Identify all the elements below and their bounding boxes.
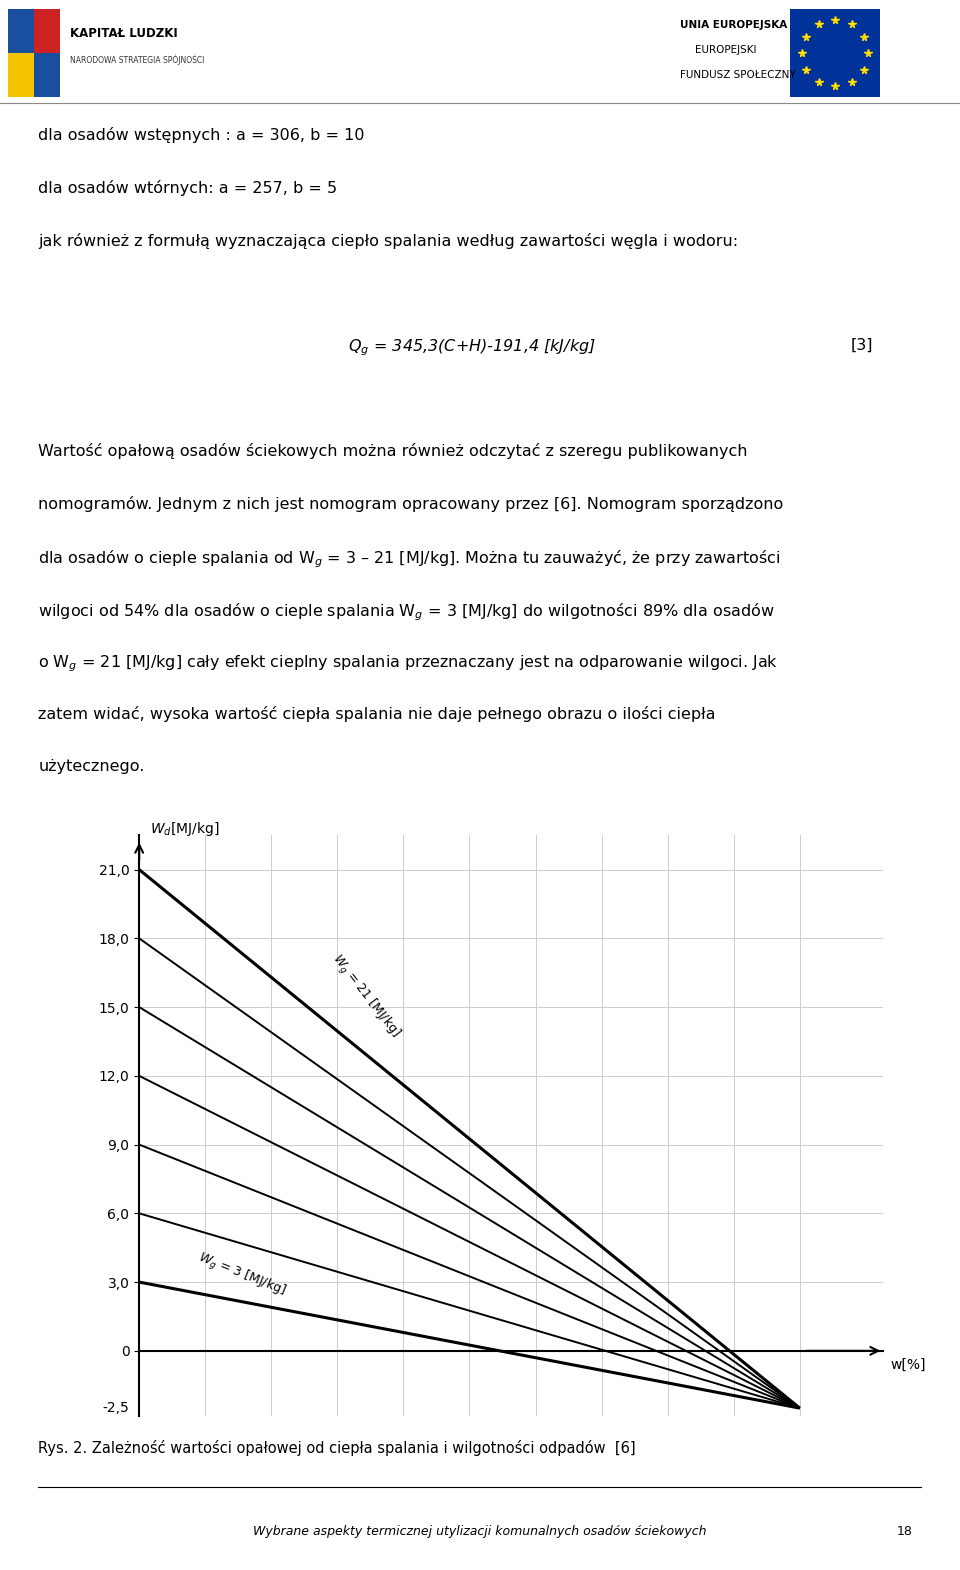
Text: [3]: [3] bbox=[851, 338, 874, 353]
Text: jak również z formułą wyznaczająca ciepło spalania według zawartości węgla i wod: jak również z formułą wyznaczająca ciepł… bbox=[38, 232, 738, 248]
Text: zatem widać, wysoka wartość ciepła spalania nie daje pełnego obrazu o ilości cie: zatem widać, wysoka wartość ciepła spala… bbox=[38, 706, 716, 722]
Text: wilgoci od 54% dla osadów o cieple spalania W$_g$ = 3 [MJ/kg] do wilgotności 89%: wilgoci od 54% dla osadów o cieple spala… bbox=[38, 601, 775, 623]
Text: nomogramów. Jednym z nich jest nomogram opracowany przez [6]. Nomogram sporządzo: nomogramów. Jednym z nich jest nomogram … bbox=[38, 496, 783, 512]
Text: dla osadów o cieple spalania od W$_g$ = 3 – 21 [MJ/kg]. Można tu zauważyć, że pr: dla osadów o cieple spalania od W$_g$ = … bbox=[38, 548, 780, 570]
Text: $W_g$ = 21 [MJ/kg]: $W_g$ = 21 [MJ/kg] bbox=[327, 951, 403, 1041]
Text: $W_d$[MJ/kg]: $W_d$[MJ/kg] bbox=[150, 820, 219, 837]
FancyBboxPatch shape bbox=[8, 9, 60, 97]
Text: dla osadów wstępnych : a = 306, b = 10: dla osadów wstępnych : a = 306, b = 10 bbox=[38, 127, 365, 143]
Text: 18: 18 bbox=[897, 1524, 913, 1537]
Text: Q$_g$ = 345,3(C+H)-191,4 [kJ/kg]: Q$_g$ = 345,3(C+H)-191,4 [kJ/kg] bbox=[348, 338, 595, 358]
Text: $W_g$ = 3 [MJ/kg]: $W_g$ = 3 [MJ/kg] bbox=[195, 1248, 288, 1300]
Text: użytecznego.: użytecznego. bbox=[38, 758, 145, 774]
Text: FUNDUSZ SPOŁECZNY: FUNDUSZ SPOŁECZNY bbox=[680, 71, 796, 80]
Text: Rys. 2. Zależność wartości opałowej od ciepła spalania i wilgotności odpadów  [6: Rys. 2. Zależność wartości opałowej od c… bbox=[38, 1440, 636, 1455]
Text: EUROPEJSKI: EUROPEJSKI bbox=[695, 46, 756, 55]
Text: Wartość opałową osadów ściekowych można również odczytać z szeregu publikowanych: Wartość opałową osadów ściekowych można … bbox=[38, 443, 748, 458]
Text: Wybrane aspekty termicznej utylizacji komunalnych osadów ściekowych: Wybrane aspekty termicznej utylizacji ko… bbox=[253, 1524, 707, 1537]
FancyBboxPatch shape bbox=[790, 9, 880, 97]
Text: NARODOWA STRATEGIA SPÓJNOŚCI: NARODOWA STRATEGIA SPÓJNOŚCI bbox=[70, 55, 204, 66]
Text: KAPITAŁ LUDZKI: KAPITAŁ LUDZKI bbox=[70, 27, 178, 39]
Text: o W$_g$ = 21 [MJ/kg] cały efekt cieplny spalania przeznaczany jest na odparowani: o W$_g$ = 21 [MJ/kg] cały efekt cieplny … bbox=[38, 653, 779, 675]
Text: UNIA EUROPEJSKA: UNIA EUROPEJSKA bbox=[680, 20, 787, 30]
Text: dla osadów wtórnych: a = 257, b = 5: dla osadów wtórnych: a = 257, b = 5 bbox=[38, 181, 338, 196]
Text: -2,5: -2,5 bbox=[102, 1400, 129, 1415]
Text: w[%]: w[%] bbox=[890, 1358, 925, 1372]
FancyBboxPatch shape bbox=[8, 53, 34, 97]
FancyBboxPatch shape bbox=[34, 9, 60, 53]
